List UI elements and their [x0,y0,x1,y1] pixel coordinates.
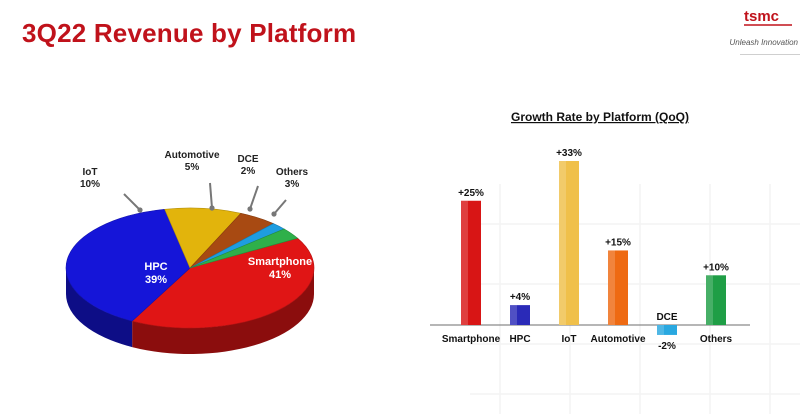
bar-value-label-automotive: +15% [605,237,631,248]
bar-dce [657,325,677,335]
pie-leader-iot [123,193,141,211]
bar-category-label-hpc: HPC [509,334,530,345]
pie-leader-dot-dce [247,206,253,212]
bar-category-label-smartphone: Smartphone [442,334,501,345]
pie-label-dce: DCE [237,154,258,165]
pie-value-automotive: 5% [185,162,200,173]
bar-iot [559,161,579,325]
bar-value-label-hpc: +4% [510,292,530,303]
pie-value-dce: 2% [241,166,256,177]
logo-text: tsmc [744,8,779,25]
pie-label-automotive: Automotive [165,150,220,161]
pie-side-hpc [66,268,133,348]
bar-category-label-dce: DCE [656,312,677,323]
pie-leader-others [273,199,287,215]
pie-slice-hpc [65,208,191,322]
bar-category-label-iot: IoT [562,334,577,345]
pie-leader-dot-automotive [209,205,215,211]
pie-label-others: Others [276,167,309,178]
pie-label-hpc: HPC [144,261,167,273]
bar-chart-title: Growth Rate by Platform (QoQ) [511,110,689,124]
pie-leader-dce [249,185,259,210]
pie-slice-smartphone [131,237,315,329]
pie-label-smartphone: Smartphone [248,256,312,268]
pie-value-hpc: 39% [145,274,167,286]
bar-value-label-smartphone: +25% [458,188,484,199]
pie-slice-others [189,228,299,269]
bar-hpc [510,305,530,325]
growth-bar-chart: Growth Rate by Platform (QoQ) +25% Smartph… [430,110,750,352]
bar-highlight-iot [559,161,566,325]
logo-tagline: Unleash Innovation [729,38,799,47]
bar-category-label-others: Others [700,334,733,345]
bar-highlight-smartphone [461,200,468,325]
bar-value-label-dce: -2% [658,341,676,352]
pie-label-iot: IoT [83,167,98,178]
pie-slices [65,207,315,329]
bar-smartphone [461,200,481,325]
bar-highlight-others [706,275,713,325]
bar-highlight-hpc [510,305,517,325]
pie-value-others: 3% [285,179,300,190]
pie-side-smartphone [132,268,314,355]
tsmc-logo: tsmc [744,8,792,26]
pie-slice-iot [164,207,242,269]
pie-leader-automotive [209,182,213,209]
pie-leader-dot-iot [137,207,143,213]
bar-value-label-others: +10% [703,262,729,273]
bar-others [706,275,726,325]
pie-value-smartphone: 41% [269,269,291,281]
bar-automotive [608,250,628,325]
pie-leader-dot-others [271,211,277,217]
bar-highlight-dce [657,325,664,335]
slide-title: 3Q22 Revenue by Platform [22,18,357,48]
bar-highlight-automotive [608,250,615,325]
header-rule [740,54,800,55]
bar-category-label-automotive: Automotive [591,334,646,345]
bar-value-label-iot: +33% [556,148,582,159]
pie-sides [66,268,314,355]
pie-value-iot: 10% [80,179,100,190]
